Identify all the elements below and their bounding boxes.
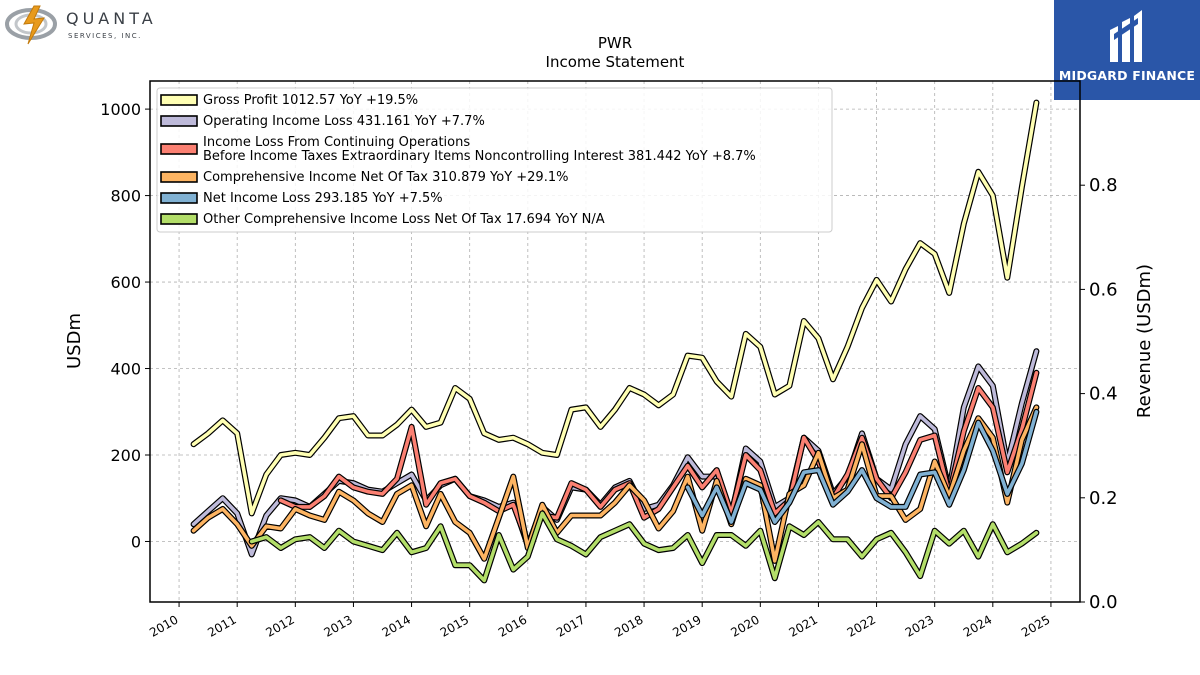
company-logo: QUANTA SERVICES, INC. <box>4 2 164 50</box>
legend-label: Net Income Loss 293.185 YoY +7.5% <box>203 191 443 206</box>
legend-swatch <box>160 213 198 225</box>
series-layer <box>190 99 1040 584</box>
chart-subtitle: Income Statement <box>546 53 685 71</box>
legend-swatch <box>160 115 198 127</box>
y2-tick-label: 0.8 <box>1089 175 1118 196</box>
y-axis: 0 200 400 600 800 1000 <box>100 100 150 551</box>
y-tick-label: 600 <box>110 273 141 292</box>
quanta-logo-icon <box>5 5 57 45</box>
series-line-2 <box>190 348 1040 558</box>
y2-tick-label: 0.2 <box>1089 488 1118 509</box>
x-tick-label: 2013 <box>321 612 354 639</box>
x-tick-label: 2016 <box>496 612 529 639</box>
legend-swatch <box>160 192 198 204</box>
publisher-logo: MIDGARD FINANCE <box>1054 0 1200 100</box>
x-tick-label: 2021 <box>786 612 819 639</box>
x-tick-label: 2023 <box>903 612 936 639</box>
y-tick-label: 1000 <box>100 100 141 119</box>
y-tick-label: 200 <box>110 446 141 465</box>
y2-axis-label: Revenue (USDm) <box>1134 264 1155 418</box>
legend: Gross Profit 1012.57 YoY +19.5% Operating… <box>156 87 833 233</box>
chart-title: PWR <box>598 34 632 52</box>
x-tick-label: 2017 <box>554 612 587 639</box>
legend-swatch <box>160 94 198 106</box>
y2-tick-label: 0.6 <box>1089 279 1118 300</box>
y-tick-label: 400 <box>110 360 141 379</box>
series-outline <box>277 369 1040 547</box>
company-logo-name: QUANTA <box>66 9 157 28</box>
x-tick-label: 2022 <box>845 612 878 639</box>
legend-swatch <box>160 143 198 155</box>
y2-tick-label: 0.0 <box>1089 592 1118 613</box>
series-outline <box>190 348 1040 558</box>
x-tick-label: 2020 <box>728 612 761 639</box>
publisher-logo-name: MIDGARD FINANCE <box>1058 68 1196 83</box>
series-stroke <box>685 410 1039 524</box>
x-tick-label: 2010 <box>147 612 180 639</box>
x-tick-label: 2012 <box>263 612 296 639</box>
series-stroke <box>279 371 1039 546</box>
x-tick-label: 2019 <box>670 612 703 639</box>
series-stroke <box>249 511 1039 583</box>
series-stroke <box>191 349 1039 557</box>
legend-label: Gross Profit 1012.57 YoY +19.5% <box>203 93 418 108</box>
company-logo-sub: SERVICES, INC. <box>68 32 142 40</box>
x-tick-label: 2018 <box>612 612 645 639</box>
x-axis: 2010 2011 2012 2013 2014 2015 2016 2017 2018 2019… <box>147 602 1052 640</box>
x-tick-label: 2015 <box>438 612 471 639</box>
y-tick-label: 800 <box>110 187 141 206</box>
midgard-logo-icon <box>1110 10 1142 62</box>
y-tick-label: 0 <box>131 532 141 551</box>
legend-label: Income Loss From Continuing Operations Be… <box>203 135 756 164</box>
x-tick-label: 2014 <box>380 612 413 639</box>
series-line-3 <box>277 369 1040 547</box>
legend-label: Operating Income Loss 431.161 YoY +7.7% <box>203 114 485 129</box>
legend-swatch <box>160 171 198 183</box>
y2-tick-label: 0.4 <box>1089 384 1118 405</box>
series-line-6 <box>248 510 1040 584</box>
x-tick-label: 2024 <box>961 612 994 639</box>
legend-label: Comprehensive Income Net Of Tax 310.879 … <box>203 170 568 185</box>
series-line-1 <box>190 99 1040 517</box>
y2-axis: 0.0 0.2 0.4 0.6 0.8 <box>1080 175 1118 613</box>
legend-label: Other Comprehensive Income Loss Net Of T… <box>203 212 605 227</box>
x-tick-label: 2011 <box>205 612 238 639</box>
y-axis-label: USDm <box>64 313 85 369</box>
x-tick-label: 2025 <box>1019 612 1052 639</box>
series-line-5 <box>684 408 1040 525</box>
plot-frame <box>149 80 1081 603</box>
series-stroke <box>191 100 1039 516</box>
legend-box <box>156 87 833 233</box>
